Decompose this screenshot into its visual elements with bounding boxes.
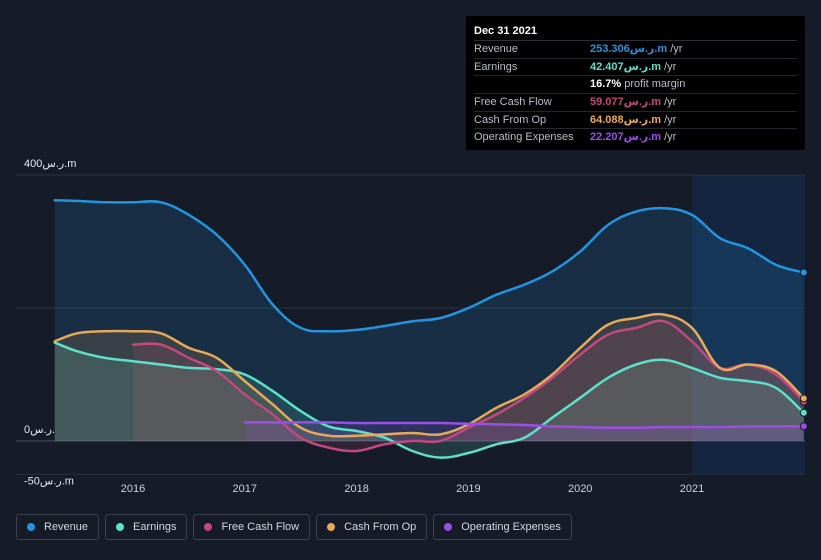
- x-tick-label: 2019: [456, 483, 480, 495]
- tooltip-row: Revenue 253.306ر.س.m/yr: [474, 41, 797, 59]
- legend-dot-icon: [327, 523, 336, 531]
- tooltip-row-value: 59.077ر.س.m: [590, 96, 662, 109]
- tooltip-row-unit: /yr: [664, 96, 677, 109]
- series-lines: [53, 199, 806, 459]
- operating-expenses-end-point: [799, 422, 808, 431]
- legend-label: Operating Expenses: [461, 521, 561, 533]
- tooltip-row-value: 22.207ر.س.m: [590, 131, 662, 144]
- tooltip-rows: Revenue 253.306ر.س.m/yr Earnings 42.407ر.س.…: [474, 41, 797, 146]
- legend-label: Earnings: [133, 521, 177, 533]
- tooltip-row-value: 253.306ر.س.m: [590, 43, 668, 55]
- earnings-end-point: [799, 408, 808, 417]
- tooltip-row: Operating Expenses 22.207ر.س.m/yr: [474, 129, 797, 146]
- series-end-markers: [799, 268, 808, 431]
- tooltip-row: Cash From Op 64.088ر.س.m/yr: [474, 112, 797, 130]
- legend-item-operating-expenses[interactable]: Operating Expenses: [433, 514, 572, 540]
- legend-item-cash-from-op[interactable]: Cash From Op: [316, 514, 428, 540]
- legend-label: Free Cash Flow: [221, 521, 300, 533]
- chart-legend: Revenue Earnings Free Cash Flow Cash From O…: [16, 514, 572, 542]
- revenue-end-point: [799, 268, 808, 277]
- highlight-region: [692, 175, 805, 474]
- tooltip-date: Dec 31 2021: [474, 23, 797, 41]
- cash-from-op-line: [53, 312, 806, 438]
- x-axis-ticks: 2016 2017 2018 2019 2020 2021: [121, 483, 704, 495]
- tooltip-row-name: Free Cash Flow: [474, 96, 552, 109]
- tooltip-panel: Dec 31 2021 Revenue 253.306ر.س.m/yr Earnin…: [466, 16, 805, 150]
- legend-dot-icon: [204, 523, 213, 531]
- tooltip-row-value: 42.407ر.س.m: [590, 60, 662, 73]
- tooltip-row-name: [474, 76, 590, 93]
- legend-dot-icon: [27, 523, 35, 531]
- operating-expenses-line: [243, 421, 806, 430]
- y-axis-label: 0ر.س.: [24, 424, 55, 436]
- tooltip-row-name: Operating Expenses: [474, 131, 574, 144]
- x-tick-label: 2020: [568, 483, 592, 495]
- tooltip-row: Earnings 42.407ر.س.m/yr: [474, 59, 797, 77]
- forecast-highlight: [692, 175, 805, 474]
- x-tick-label: 2016: [121, 483, 145, 495]
- x-tick-label: 2017: [233, 483, 257, 495]
- cash-from-op-area: [54, 314, 804, 441]
- free-cash-flow-area: [133, 320, 804, 452]
- tooltip-row-unit: /yr: [664, 60, 677, 73]
- tooltip-row-value: 64.088ر.س.m: [590, 113, 662, 126]
- y-axis-labels: 400ر.س.m 0ر.س. -50ر.س.m: [24, 158, 76, 487]
- legend-label: Revenue: [44, 521, 89, 533]
- tooltip-row-name: Cash From Op: [474, 113, 547, 126]
- x-tick-label: 2021: [680, 483, 704, 495]
- tooltip-row: 16.7% profit margin: [474, 76, 797, 95]
- legend-item-earnings[interactable]: Earnings: [105, 514, 188, 540]
- legend-dot-icon: [116, 523, 125, 531]
- cash-from-op-end-point: [799, 394, 808, 403]
- revenue-line: [53, 199, 806, 333]
- y-axis-label: 400ر.س.m: [24, 158, 76, 170]
- tooltip-row-unit: /yr: [664, 131, 677, 144]
- tooltip-row-unit: profit margin: [624, 78, 686, 91]
- earnings-line: [53, 341, 806, 459]
- tooltip-row-value: 16.7%: [590, 78, 622, 91]
- y-axis-label: -50ر.س.m: [24, 475, 74, 487]
- tooltip-row-name: Earnings: [474, 60, 518, 73]
- legend-dot-icon: [444, 523, 453, 531]
- x-tick-label: 2018: [344, 483, 368, 495]
- legend-item-free-cash-flow[interactable]: Free Cash Flow: [193, 514, 311, 540]
- legend-item-revenue[interactable]: Revenue: [16, 514, 100, 540]
- tooltip-row-name: Revenue: [474, 43, 519, 55]
- tooltip-row-unit: /yr: [670, 43, 683, 55]
- legend-label: Cash From Op: [344, 521, 417, 533]
- tooltip-row-unit: /yr: [664, 113, 677, 126]
- tooltip-row: Free Cash Flow 59.077ر.س.m/yr: [474, 94, 797, 112]
- free-cash-flow-line: [131, 319, 806, 453]
